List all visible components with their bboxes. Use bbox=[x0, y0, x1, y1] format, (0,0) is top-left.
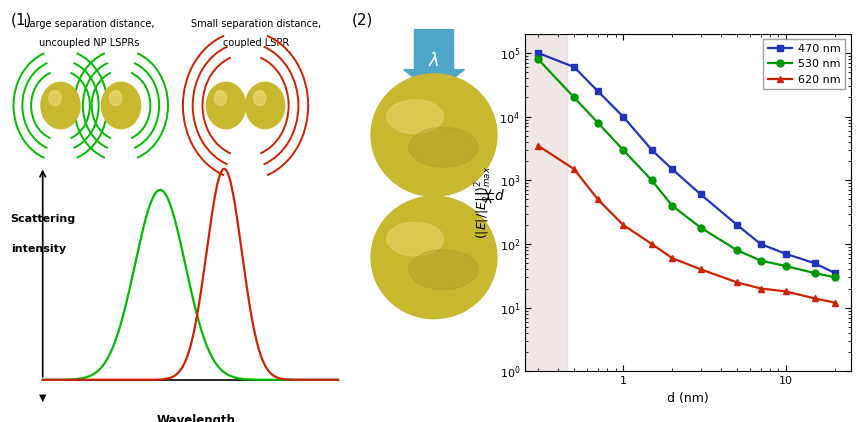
Circle shape bbox=[214, 91, 227, 106]
620 nm bbox=[593, 197, 603, 202]
Legend: 470 nm, 530 nm, 620 nm: 470 nm, 530 nm, 620 nm bbox=[764, 39, 845, 89]
620 nm bbox=[809, 296, 819, 301]
Ellipse shape bbox=[387, 222, 444, 256]
530 nm bbox=[809, 271, 819, 276]
470 nm bbox=[593, 89, 603, 94]
470 nm bbox=[732, 222, 742, 227]
Line: 530 nm: 530 nm bbox=[535, 56, 838, 281]
620 nm bbox=[667, 256, 677, 261]
Circle shape bbox=[109, 91, 122, 106]
620 nm bbox=[618, 222, 628, 227]
Text: d: d bbox=[495, 189, 503, 203]
Circle shape bbox=[49, 91, 62, 106]
530 nm bbox=[755, 258, 766, 263]
Circle shape bbox=[246, 82, 285, 129]
470 nm bbox=[755, 241, 766, 246]
530 nm bbox=[830, 275, 840, 280]
530 nm bbox=[647, 178, 657, 183]
Line: 470 nm: 470 nm bbox=[535, 49, 838, 276]
Text: coupled LSPR: coupled LSPR bbox=[223, 38, 289, 48]
Ellipse shape bbox=[372, 74, 497, 196]
Circle shape bbox=[41, 82, 80, 129]
Text: uncoupled NP LSPRs: uncoupled NP LSPRs bbox=[39, 38, 139, 48]
470 nm bbox=[830, 271, 840, 276]
530 nm bbox=[732, 248, 742, 253]
530 nm bbox=[593, 120, 603, 125]
Text: Large separation distance,: Large separation distance, bbox=[23, 19, 155, 29]
Y-axis label: $(|E|/|E_o|)^2_{max}$: $(|E|/|E_o|)^2_{max}$ bbox=[474, 166, 494, 239]
620 nm bbox=[647, 241, 657, 246]
620 nm bbox=[533, 143, 543, 148]
Text: Small separation distance,: Small separation distance, bbox=[191, 19, 321, 29]
530 nm bbox=[618, 147, 628, 152]
470 nm bbox=[667, 167, 677, 172]
Circle shape bbox=[102, 82, 141, 129]
X-axis label: d (nm): d (nm) bbox=[667, 392, 709, 405]
470 nm bbox=[569, 65, 579, 70]
FancyArrow shape bbox=[404, 30, 464, 93]
620 nm bbox=[755, 286, 766, 291]
Circle shape bbox=[207, 82, 246, 129]
530 nm bbox=[695, 225, 706, 230]
470 nm bbox=[780, 252, 791, 257]
470 nm bbox=[809, 261, 819, 266]
530 nm bbox=[667, 203, 677, 208]
620 nm bbox=[780, 289, 791, 294]
620 nm bbox=[732, 280, 742, 285]
470 nm bbox=[695, 192, 706, 197]
Text: (2): (2) bbox=[352, 13, 373, 28]
470 nm bbox=[618, 114, 628, 119]
Ellipse shape bbox=[387, 100, 444, 133]
620 nm bbox=[695, 267, 706, 272]
Circle shape bbox=[253, 91, 266, 106]
Text: (1): (1) bbox=[10, 13, 32, 28]
Text: Scattering: Scattering bbox=[10, 214, 76, 225]
620 nm bbox=[569, 167, 579, 172]
530 nm bbox=[780, 264, 791, 269]
470 nm bbox=[533, 50, 543, 55]
Text: $\lambda$: $\lambda$ bbox=[428, 52, 440, 70]
Bar bbox=[525, 34, 567, 371]
Line: 620 nm: 620 nm bbox=[535, 142, 838, 306]
Text: intensity: intensity bbox=[10, 244, 66, 254]
Text: Wavelength: Wavelength bbox=[156, 414, 235, 422]
Text: ▼: ▼ bbox=[39, 392, 47, 403]
530 nm bbox=[533, 57, 543, 62]
Ellipse shape bbox=[409, 250, 478, 289]
Ellipse shape bbox=[409, 127, 478, 167]
530 nm bbox=[569, 95, 579, 100]
620 nm bbox=[830, 300, 840, 305]
Ellipse shape bbox=[372, 196, 497, 319]
470 nm bbox=[647, 147, 657, 152]
